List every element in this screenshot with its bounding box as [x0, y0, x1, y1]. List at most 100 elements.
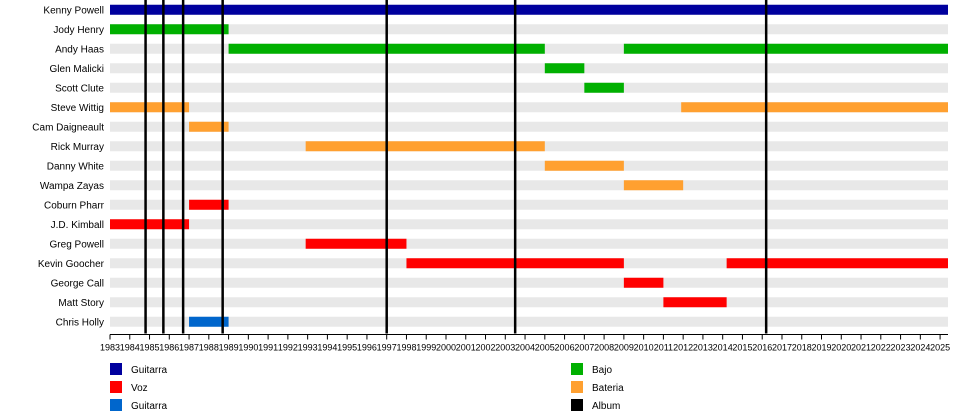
legend-label: Guitarra — [131, 365, 168, 376]
year-tick-label: 2001 — [456, 343, 476, 353]
member-bar — [681, 102, 948, 113]
member-label: Wampa Zayas — [40, 181, 104, 192]
year-tick-label: 2025 — [930, 343, 950, 353]
member-bar — [726, 258, 948, 269]
member-bar — [305, 238, 407, 249]
year-tick-label: 1988 — [199, 343, 219, 353]
year-tick-label: 2007 — [574, 343, 594, 353]
legend-label: Bajo — [592, 365, 612, 376]
year-tick-label: 2008 — [594, 343, 614, 353]
year-tick-label: 2010 — [634, 343, 654, 353]
year-tick-label: 2022 — [871, 343, 891, 353]
year-tick-label: 2019 — [811, 343, 831, 353]
year-tick-label: 2009 — [614, 343, 634, 353]
year-tick-label: 2004 — [515, 343, 535, 353]
year-tick-label: 1995 — [337, 343, 357, 353]
member-bar — [663, 297, 727, 308]
member-label: Rick Murray — [51, 142, 104, 153]
year-tick-label: 1987 — [179, 343, 199, 353]
member-label: Chris Holly — [56, 317, 104, 328]
year-tick-label: 2020 — [831, 343, 851, 353]
legend-swatch — [571, 381, 583, 393]
legend-label: Voz — [131, 383, 148, 394]
year-tick-label: 2005 — [535, 343, 555, 353]
member-label: Danny White — [47, 161, 105, 172]
member-bar — [189, 121, 229, 132]
year-tick-label: 2011 — [654, 343, 673, 353]
year-tick-label: 2021 — [851, 343, 871, 353]
legend: Guitarra Voz Guitarra Bajo Bateria Album — [110, 363, 624, 412]
legend-label: Guitarra — [131, 401, 168, 412]
member-label: Cam Daigneault — [32, 122, 104, 133]
year-tick-label: 2023 — [891, 343, 911, 353]
year-tick-label: 2024 — [910, 343, 930, 353]
year-tick-label: 1998 — [396, 343, 416, 353]
year-tick-label: 1985 — [140, 343, 160, 353]
year-axis: 1983 1984 1985 1986 1987 1988 1989 1990 1991 1992… — [100, 334, 950, 353]
year-tick-label: 2014 — [713, 343, 733, 353]
member-bar — [110, 4, 948, 15]
member-label: Coburn Pharr — [44, 200, 105, 211]
member-label: Jody Henry — [53, 25, 104, 36]
year-tick-label: 1999 — [416, 343, 436, 353]
member-bar — [189, 199, 229, 210]
year-tick-label: 1992 — [278, 343, 298, 353]
member-label: Matt Story — [58, 298, 104, 309]
member-label: Steve Wittig — [51, 103, 104, 114]
member-labels: Kenny Powell Jody Henry Andy Haas Glen Mali… — [32, 5, 104, 328]
member-bar — [110, 219, 190, 230]
row-stripe — [110, 82, 948, 93]
legend-swatch — [571, 363, 583, 375]
year-tick-label: 1997 — [377, 343, 397, 353]
member-label: Scott Clute — [55, 83, 104, 94]
year-tick-label: 2003 — [495, 343, 515, 353]
row-stripe — [110, 63, 948, 74]
album-lines — [144, 0, 768, 334]
member-label: George Call — [51, 278, 104, 289]
row-stripe — [110, 199, 948, 210]
year-tick-label: 1991 — [258, 343, 278, 353]
year-tick-label: 1986 — [159, 343, 179, 353]
row-stripe — [110, 219, 948, 230]
member-bar — [623, 43, 948, 54]
member-bar — [189, 316, 229, 327]
year-tick-label: 2012 — [673, 343, 693, 353]
row-stripe — [110, 238, 948, 249]
year-tick-label: 2018 — [792, 343, 812, 353]
legend-swatch — [110, 381, 122, 393]
member-label: J.D. Kimball — [51, 220, 104, 231]
row-stripe — [110, 277, 948, 288]
legend-label: Bateria — [592, 383, 624, 394]
member-bar — [544, 63, 585, 74]
year-tick-label: 2000 — [436, 343, 456, 353]
year-tick-label: 1990 — [238, 343, 258, 353]
year-tick-label: 1989 — [219, 343, 239, 353]
year-tick-label: 1994 — [317, 343, 337, 353]
member-bar — [305, 141, 545, 152]
row-stripe — [110, 24, 948, 35]
member-label: Kevin Goocher — [38, 259, 105, 270]
member-bar — [110, 102, 190, 113]
year-tick-label: 2013 — [693, 343, 713, 353]
year-tick-label: 2006 — [555, 343, 575, 353]
row-stripe — [110, 160, 948, 171]
year-tick-label: 2016 — [752, 343, 772, 353]
row-stripe — [110, 297, 948, 308]
year-tick-label: 1993 — [298, 343, 318, 353]
year-tick-label: 1984 — [120, 343, 140, 353]
member-bar — [623, 277, 664, 288]
legend-label: Album — [592, 401, 620, 412]
year-tick-label: 2015 — [732, 343, 752, 353]
year-tick-label: 2002 — [476, 343, 496, 353]
member-bar — [584, 82, 624, 93]
member-label: Andy Haas — [55, 44, 104, 55]
row-stripe — [110, 316, 948, 327]
legend-swatch — [571, 399, 583, 411]
member-bar — [544, 160, 624, 171]
row-stripe — [110, 121, 948, 132]
row-stripe — [110, 102, 948, 113]
row-stripe — [110, 180, 948, 191]
member-label: Greg Powell — [50, 239, 104, 250]
legend-swatch — [110, 363, 122, 375]
